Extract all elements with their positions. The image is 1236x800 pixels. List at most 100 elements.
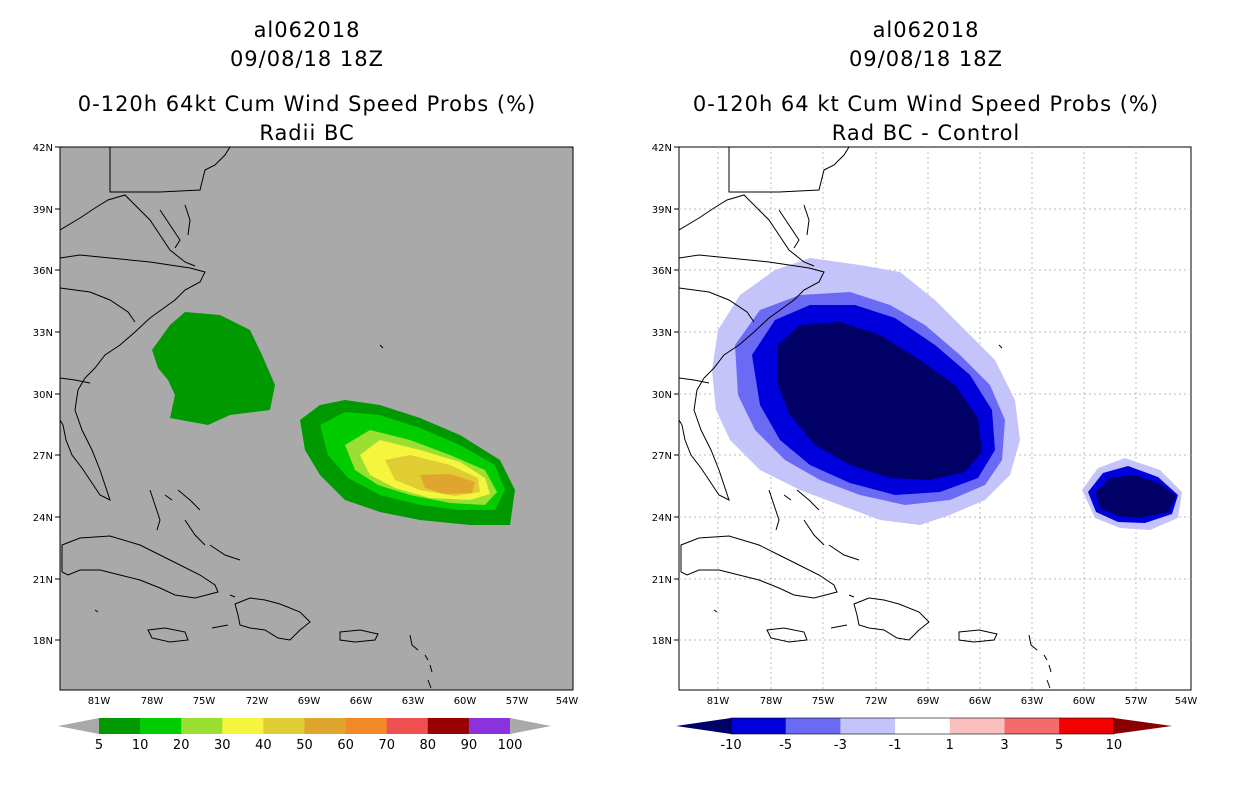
lat-label: 39N: [33, 205, 53, 216]
left-colorbar-cell: [468, 718, 511, 734]
lat-label: 24N: [33, 513, 53, 524]
right-lon-axis: 81W 78W 75W 72W 69W 66W 63W 60W 57W 54W: [707, 696, 1198, 707]
lat-label: 18N: [652, 636, 672, 647]
left-title-date: 09/08/18 18Z: [229, 47, 385, 71]
lon-label: 54W: [1175, 696, 1198, 707]
lat-label: 18N: [33, 636, 53, 647]
right-title-date: 09/08/18 18Z: [848, 47, 1004, 71]
lon-label: 72W: [246, 696, 269, 707]
left-colorbar-cell: [386, 718, 429, 734]
lon-label: 72W: [865, 696, 888, 707]
right-title-product: 0-120h 64 kt Cum Wind Speed Probs (%): [692, 92, 1160, 116]
left-colorbar-arrow-left: [58, 718, 99, 734]
left-colorbar-cell: [99, 718, 141, 734]
left-colorbar-label: 80: [420, 738, 437, 753]
right-colorbar-label: 1: [946, 738, 954, 753]
left-colorbar-cell: [140, 718, 182, 734]
left-panel-title: al062018 09/08/18 18Z 0-120h 64kt Cum Wi…: [27, 16, 587, 148]
lat-label: 30N: [652, 390, 672, 401]
lon-label: 69W: [917, 696, 940, 707]
left-lat-axis: 42N 39N 36N 33N 30N 27N 24N 21N 18N: [33, 143, 60, 647]
left-colorbar-label: 40: [255, 738, 272, 753]
right-colorbar-cell: [949, 718, 1005, 734]
right-colorbar-outline: [730, 717, 1115, 735]
right-colorbar-label: 3: [1000, 738, 1008, 753]
right-colorbar-cell: [731, 718, 787, 734]
left-colorbar-arrow-right: [510, 718, 551, 734]
right-diff-area-minus10: [778, 322, 982, 480]
right-map: 42N 39N 36N 33N 30N 27N 24N 21N 18N 81W …: [652, 143, 1198, 707]
left-colorbar-label: 90: [461, 738, 478, 753]
left-title-subtitle: Radii BC: [259, 121, 355, 145]
right-colorbar-label: 5: [1055, 738, 1063, 753]
lat-label: 21N: [652, 575, 672, 586]
lon-label: 63W: [1021, 696, 1044, 707]
lat-label: 24N: [652, 513, 672, 524]
right-colorbar-cell: [785, 718, 841, 734]
lat-label: 21N: [33, 575, 53, 586]
right-colorbar-arrow-left: [676, 718, 731, 734]
right-title-storm-id: al062018: [872, 18, 980, 42]
left-colorbar-label: 70: [378, 738, 395, 753]
left-colorbar-label: 60: [337, 738, 354, 753]
left-title-product: 0-120h 64kt Cum Wind Speed Probs (%): [77, 92, 537, 116]
right-colorbar-cell: [895, 718, 951, 734]
left-colorbar-cell: [427, 718, 470, 734]
lon-label: 54W: [556, 696, 579, 707]
left-lon-axis: 81W 78W 75W 72W 69W 66W 63W 60W 57W 54W: [88, 696, 579, 707]
left-colorbar-cell: [263, 718, 305, 734]
right-colorbar-label: -5: [779, 738, 792, 753]
right-colorbar-cell: [1059, 718, 1115, 734]
left-colorbar-label: 20: [173, 738, 190, 753]
lon-label: 69W: [298, 696, 321, 707]
lon-label: 63W: [402, 696, 425, 707]
lat-label: 27N: [652, 451, 672, 462]
right-colorbar-cell: [840, 718, 896, 734]
right-colorbar-label: -10: [720, 738, 741, 753]
left-colorbar-cell: [304, 718, 347, 734]
right-diff-east-minus10: [1096, 475, 1176, 518]
lat-label: 39N: [652, 205, 672, 216]
lon-label: 78W: [141, 696, 164, 707]
left-prob-area-50: [420, 474, 475, 494]
lat-label: 42N: [33, 143, 53, 154]
left-colorbar-label: 50: [296, 738, 313, 753]
right-panel-title: al062018 09/08/18 18Z 0-120h 64 kt Cum W…: [646, 16, 1206, 148]
lon-label: 66W: [969, 696, 992, 707]
left-colorbar: 5 10 20 30 40 50 60 70 80 90 100: [58, 718, 551, 753]
right-colorbar-label: 10: [1106, 738, 1123, 753]
lon-label: 60W: [454, 696, 477, 707]
right-colorbar-label: -1: [889, 738, 902, 753]
lon-label: 78W: [760, 696, 783, 707]
lat-label: 36N: [33, 266, 53, 277]
left-colorbar-label: 5: [95, 738, 103, 753]
lat-label: 33N: [652, 328, 672, 339]
left-colorbar-label: 100: [498, 738, 523, 753]
right-colorbar-label: -3: [834, 738, 847, 753]
lon-label: 57W: [1125, 696, 1148, 707]
lon-label: 81W: [88, 696, 111, 707]
left-colorbar-cell: [181, 718, 223, 734]
right-colorbar-arrow-right: [1114, 718, 1172, 734]
lon-label: 81W: [707, 696, 730, 707]
lat-label: 36N: [652, 266, 672, 277]
lat-label: 30N: [33, 390, 53, 401]
left-colorbar-label: 30: [214, 738, 231, 753]
lon-label: 66W: [350, 696, 373, 707]
lat-label: 27N: [33, 451, 53, 462]
left-colorbar-label: 10: [132, 738, 149, 753]
left-colorbar-cell: [222, 718, 264, 734]
lat-label: 42N: [652, 143, 672, 154]
right-title-subtitle: Rad BC - Control: [831, 121, 1021, 145]
lon-label: 75W: [812, 696, 835, 707]
lon-label: 60W: [1073, 696, 1096, 707]
right-colorbar-cell: [1004, 718, 1060, 734]
lon-label: 75W: [193, 696, 216, 707]
lon-label: 57W: [506, 696, 529, 707]
right-lat-axis: 42N 39N 36N 33N 30N 27N 24N 21N 18N: [652, 143, 679, 647]
left-prob-area-north: [152, 312, 275, 425]
left-map: 42N 39N 36N 33N 30N 27N 24N 21N 18N 81W …: [33, 143, 579, 707]
lat-label: 33N: [33, 328, 53, 339]
left-title-storm-id: al062018: [253, 18, 361, 42]
left-colorbar-cell: [345, 718, 388, 734]
